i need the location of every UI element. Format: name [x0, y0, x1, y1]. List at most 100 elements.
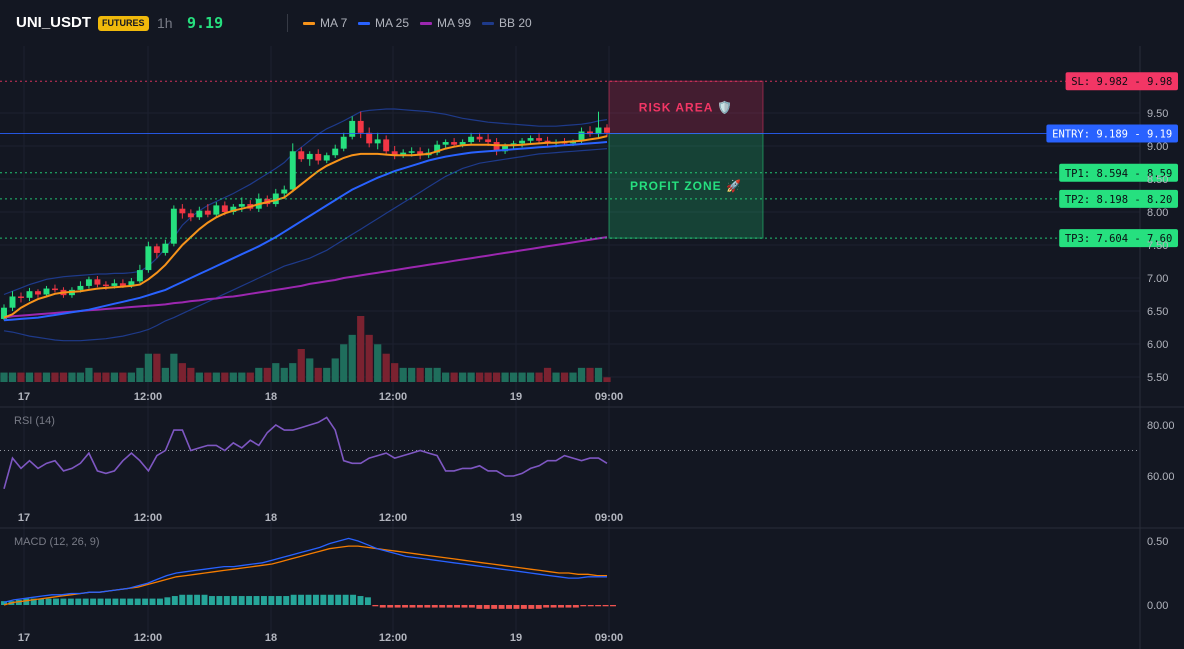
volume-bar [425, 367, 433, 382]
volume-bar [255, 367, 263, 382]
profit-zone-label: PROFIT ZONE 🚀 [630, 179, 742, 193]
macd-histogram-bar [82, 598, 89, 605]
macd-histogram-bar [461, 605, 468, 608]
volume-bar [365, 334, 373, 382]
candle-body [9, 296, 16, 308]
macd-histogram-bar [208, 596, 215, 605]
candle-body [417, 151, 424, 156]
volume-bar [8, 372, 17, 382]
macd-histogram-bar [491, 605, 498, 609]
time-tick-label: 18 [265, 391, 277, 403]
candle-body [340, 136, 347, 149]
ma99-swatch [420, 21, 432, 25]
ma7-line [3, 135, 608, 319]
macd-tick-label: 0.50 [1147, 536, 1168, 548]
macd-histogram-bar [97, 598, 104, 605]
volume-bar [586, 367, 594, 382]
legend-ma7-label: MA 7 [320, 16, 348, 30]
ma99-line [3, 236, 608, 319]
macd-histogram-bar [335, 594, 342, 605]
volume-bar [526, 372, 535, 382]
time-tick-label: 09:00 [595, 512, 623, 524]
macd-histogram-bar [409, 605, 416, 608]
volume-bar [306, 358, 314, 382]
macd-histogram-bar [298, 594, 305, 605]
volume-bar [280, 367, 288, 382]
ma25-swatch [358, 21, 370, 25]
candle-body [476, 136, 483, 140]
macd-histogram-bar [498, 605, 505, 609]
candle-body [332, 148, 339, 156]
macd-histogram-bar [558, 605, 564, 608]
macd-histogram-bar [134, 598, 141, 605]
volume-bar [577, 367, 586, 382]
volume-bar [535, 372, 543, 382]
volume-bar [314, 367, 322, 382]
macd-histogram-bar [260, 596, 267, 605]
volume-bar [85, 367, 93, 382]
volume-bar [153, 353, 161, 382]
level-tag-text: TP3: 7.604 - 7.60 [1065, 233, 1172, 245]
candle-body [213, 205, 220, 215]
volume-bar [357, 316, 365, 382]
volume-bar [297, 349, 305, 382]
symbol-title[interactable]: UNI_USDT [16, 14, 92, 31]
legend-ma7[interactable]: MA 7 [303, 16, 347, 30]
macd-histogram-bar [231, 596, 238, 605]
price-tick-label: 6.50 [1147, 306, 1168, 318]
time-tick-label: 12:00 [134, 391, 162, 403]
volume-bar [144, 353, 152, 382]
candle-body [349, 120, 356, 137]
legend-ma25[interactable]: MA 25 [358, 16, 409, 30]
macd-histogram-bar [112, 598, 119, 605]
volume-bar [408, 367, 416, 382]
candle-body [357, 120, 364, 133]
volume-bar [399, 367, 407, 382]
last-price: 9.19 [187, 14, 224, 32]
volume-bar [161, 367, 169, 382]
ma7-swatch [303, 21, 315, 25]
price-tick-label: 9.00 [1147, 141, 1168, 153]
volume-bar [238, 372, 246, 382]
volume-bar [42, 372, 51, 382]
volume-bar [170, 353, 178, 382]
volume-bar [59, 372, 68, 382]
candle-body [77, 285, 84, 290]
volume-bar [229, 372, 237, 382]
candle-body [162, 243, 169, 253]
macd-histogram-bar [305, 594, 312, 605]
legend-ma99[interactable]: MA 99 [420, 16, 471, 30]
macd-histogram-bar [550, 605, 557, 608]
timeframe-label[interactable]: 1h [157, 15, 173, 31]
macd-histogram-bar [394, 605, 401, 608]
volume-bar [459, 372, 467, 382]
volume-bar [289, 363, 297, 382]
volume-bar [246, 372, 254, 382]
candle-body [179, 208, 186, 214]
chart-header: UNI_USDT FUTURES 1h 9.19 MA 7 MA 25 MA 9… [0, 0, 1184, 46]
legend-bb20[interactable]: BB 20 [482, 16, 532, 30]
volume-bar [569, 372, 577, 382]
macd-histogram-bar [565, 605, 572, 608]
candle-body [128, 281, 135, 286]
macd-histogram-bar [15, 599, 22, 605]
level-tag-text: SL: 9.982 - 9.98 [1071, 76, 1172, 88]
macd-histogram-bar [275, 596, 282, 605]
volume-bar [416, 367, 424, 382]
volume-bar [492, 372, 501, 382]
macd-histogram-bar [350, 594, 357, 605]
macd-histogram-bar [312, 594, 319, 605]
time-tick-label: 12:00 [379, 632, 407, 644]
macd-histogram-bar [283, 596, 290, 605]
candle-body [493, 142, 500, 152]
macd-histogram-bar [387, 605, 394, 608]
macd-histogram-bar [543, 605, 550, 608]
macd-histogram-bar [476, 605, 483, 609]
macd-tick-label: 0.00 [1147, 600, 1168, 612]
time-tick-label: 12:00 [134, 632, 162, 644]
volume-bar [136, 367, 144, 382]
macd-histogram-bar [610, 605, 616, 607]
volume-bar [187, 367, 195, 382]
macd-histogram-bar [424, 605, 431, 608]
